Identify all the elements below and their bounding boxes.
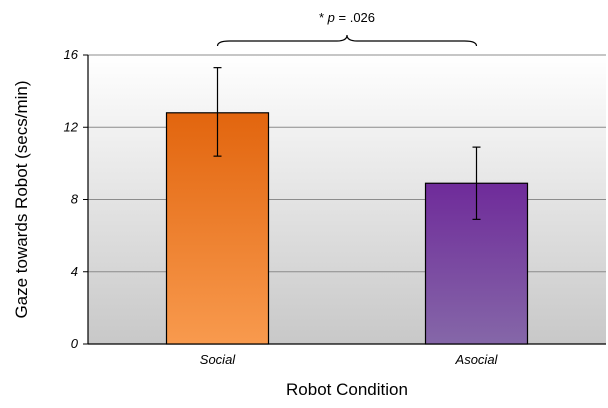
y-tick-label: 16 xyxy=(64,47,79,62)
x-axis-title: Robot Condition xyxy=(286,380,408,399)
x-tick-label-social: Social xyxy=(200,352,237,367)
x-tick-labels: Social Asocial xyxy=(200,352,499,367)
x-tick-label-asocial: Asocial xyxy=(455,352,499,367)
annotation-p: p xyxy=(327,10,335,25)
y-tick-label: 4 xyxy=(71,264,78,279)
y-tick-labels: 0 4 8 12 16 xyxy=(64,47,79,351)
significance-annotation: * p = .026 xyxy=(319,10,375,25)
bars xyxy=(165,112,529,345)
y-tick-label: 12 xyxy=(64,119,79,134)
annotation-prefix: * xyxy=(319,10,328,25)
y-tick-label: 0 xyxy=(71,336,79,351)
error-bars xyxy=(213,67,481,220)
y-axis-title: Gaze towards Robot (secs/min) xyxy=(12,80,31,318)
significance-bracket xyxy=(216,34,478,47)
annotation-value: = .026 xyxy=(335,10,375,25)
y-tick-label: 8 xyxy=(71,192,79,207)
